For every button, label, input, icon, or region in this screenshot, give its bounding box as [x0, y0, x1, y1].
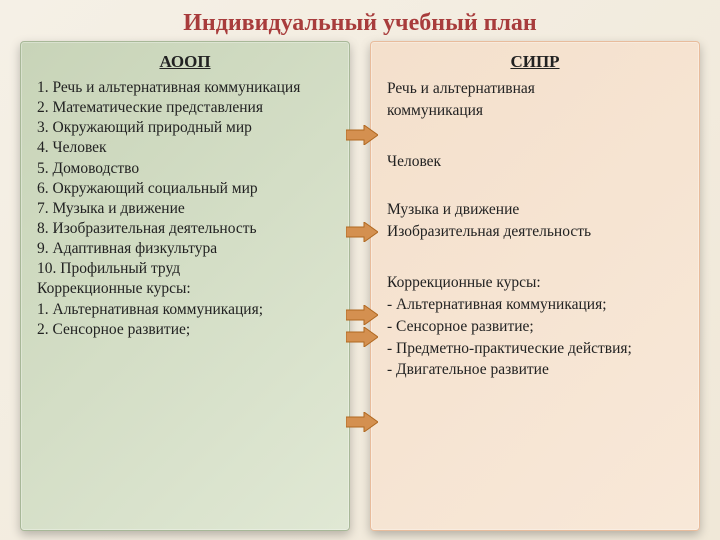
- right-heading: СИПР: [387, 52, 683, 72]
- arrow-icon: [346, 125, 378, 145]
- list-item: - Двигательное развитие: [387, 359, 683, 381]
- list-item: - Сенсорное развитие;: [387, 316, 683, 338]
- left-panel: АООП 1. Речь и альтернативная коммуникац…: [20, 41, 350, 531]
- list-item: Изобразительная деятельность: [387, 221, 683, 243]
- right-block-2: Человек: [387, 151, 683, 173]
- list-item: 1. Альтернативная коммуникация;: [37, 300, 333, 320]
- list-item: Музыка и движение: [387, 199, 683, 221]
- right-block-3: Музыка и движение Изобразительная деятел…: [387, 199, 683, 242]
- list-item: Речь и альтернативная: [387, 78, 683, 100]
- list-item: 1. Речь и альтернативная коммуникация: [37, 78, 333, 98]
- list-item: Человек: [387, 151, 683, 173]
- list-item: - Альтернативная коммуникация;: [387, 294, 683, 316]
- list-item: 3. Окружающий природный мир: [37, 118, 333, 138]
- arrow-icon: [346, 305, 378, 325]
- arrow-icon: [346, 412, 378, 432]
- panels-container: АООП 1. Речь и альтернативная коммуникац…: [0, 41, 720, 531]
- list-item: коммуникация: [387, 100, 683, 122]
- left-heading: АООП: [37, 52, 333, 72]
- list-item: 6. Окружающий социальный мир: [37, 179, 333, 199]
- list-item: 10. Профильный труд: [37, 259, 333, 279]
- list-item: 2. Математические представления: [37, 98, 333, 118]
- list-item: 9. Адаптивная физкультура: [37, 239, 333, 259]
- page-title: Индивидуальный учебный план: [0, 0, 720, 41]
- right-block-1: Речь и альтернативная коммуникация: [387, 78, 683, 121]
- right-block-4: Коррекционные курсы: - Альтернативная ко…: [387, 272, 683, 380]
- list-item: 8. Изобразительная деятельность: [37, 219, 333, 239]
- list-item: 7. Музыка и движение: [37, 199, 333, 219]
- list-item: - Предметно-практические действия;: [387, 338, 683, 360]
- list-item: 5. Домоводство: [37, 159, 333, 179]
- list-item: Коррекционные курсы:: [387, 272, 683, 294]
- list-item: Коррекционные курсы:: [37, 279, 333, 299]
- arrow-icon: [346, 327, 378, 347]
- list-item: 4. Человек: [37, 138, 333, 158]
- list-item: 2. Сенсорное развитие;: [37, 320, 333, 340]
- arrow-icon: [346, 222, 378, 242]
- right-panel: СИПР Речь и альтернативная коммуникация …: [370, 41, 700, 531]
